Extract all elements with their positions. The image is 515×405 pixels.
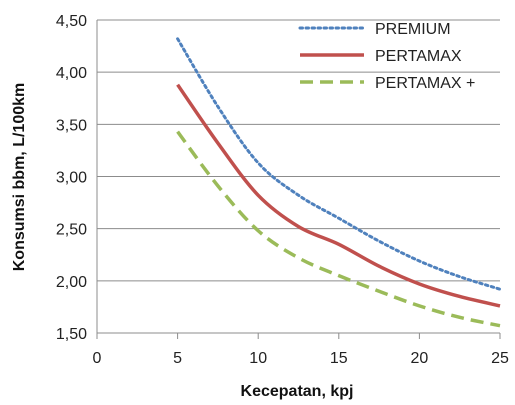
y-tick-label: 2,50 [56, 222, 87, 239]
y-tick-labels: 1,50 2,00 2,50 3,00 3,50 4,00 4,50 [56, 13, 87, 343]
y-axis-title: Konsumsi bbm, L/100km [11, 83, 28, 272]
x-tick-label: 15 [330, 350, 348, 367]
x-tick-labels: 0 5 10 15 20 25 [93, 350, 509, 367]
x-axis-title: Kecepatan, kpj [241, 383, 354, 400]
y-tick-label: 1,50 [56, 326, 87, 343]
axes [96, 20, 501, 339]
y-tick-label: 3,00 [56, 170, 87, 187]
y-tick-label: 4,50 [56, 13, 87, 30]
legend-label: PERTAMAX [375, 48, 462, 65]
series-lines [176, 37, 502, 328]
y-tick-label: 3,50 [56, 117, 87, 134]
series-line-1 [176, 37, 502, 291]
x-tick-label: 5 [173, 350, 182, 367]
series-line-3 [176, 130, 501, 328]
legend-label: PERTAMAX + [375, 75, 475, 92]
x-tick-label: 25 [491, 350, 509, 367]
legend-label: PREMIUM [375, 21, 451, 38]
gridlines [97, 19, 500, 334]
series-line-2 [176, 83, 501, 308]
x-tick-label: 10 [249, 350, 267, 367]
legend: PREMIUM PERTAMAX PERTAMAX + [298, 21, 475, 92]
y-tick-label: 4,00 [56, 65, 87, 82]
x-tick-label: 20 [411, 350, 429, 367]
x-tick-label: 0 [93, 350, 102, 367]
y-tick-label: 2,00 [56, 274, 87, 291]
